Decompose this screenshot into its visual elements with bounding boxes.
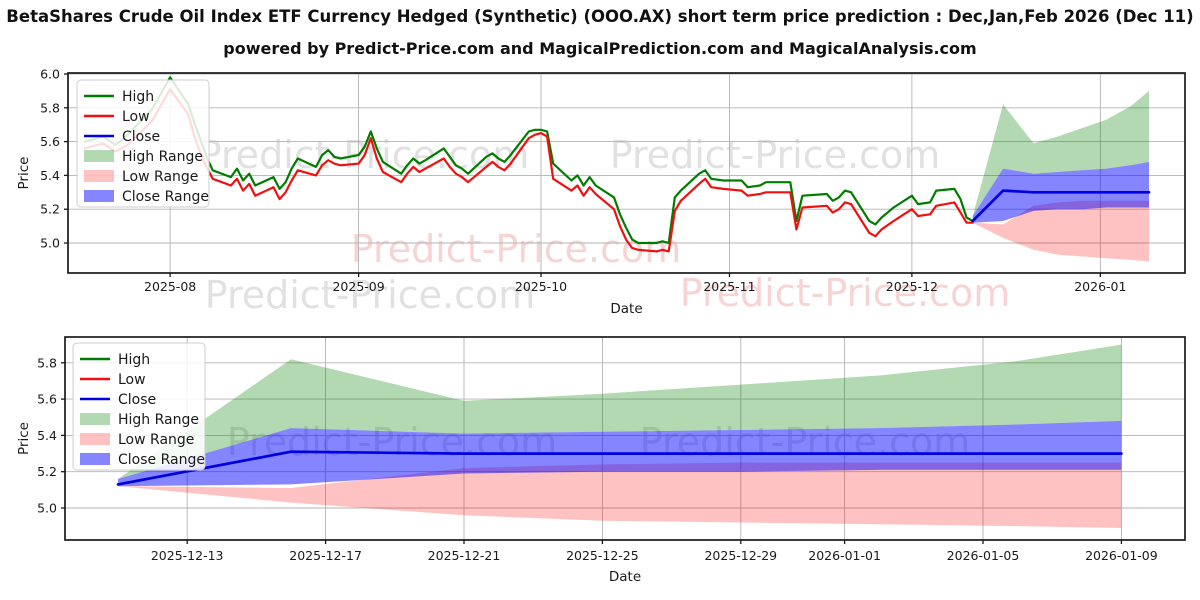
y-tick-label: 5.4 [37,428,57,443]
legend-label: Low [122,109,150,125]
y-tick-label: 5.2 [40,202,60,217]
legend-item: Low [84,109,150,125]
x-tick-label: 2025-12-21 [428,548,501,563]
low-range-area [972,200,1149,262]
legend-item: High [84,89,154,105]
legend-item: High Range [80,412,199,428]
legend-label: Close [122,129,160,145]
watermark-text: Predict-Price.com [680,271,1011,315]
y-tick-label: 6.0 [40,67,60,82]
y-tick-label: 5.6 [37,392,57,407]
watermark-text: Predict-Price.com [610,133,941,177]
plot-border [64,336,1186,541]
legend-patch-sample [84,170,114,182]
high-range-area [972,90,1149,216]
watermark-text: Predict-Price.com [640,420,971,464]
y-axis-label: Price [16,422,32,455]
legend-label: Low Range [122,169,198,185]
x-tick-label: 2025-11 [703,279,755,294]
x-axis-label: Date [609,569,641,585]
x-tick-label: 2025-12-25 [566,548,639,563]
x-tick-label: 2025-12-29 [704,548,777,563]
watermark-text: Predict-Price.com [205,273,536,317]
high-range-area [118,344,1122,479]
price-history-chart: Predict-Price.com Predict-Price.comPredic… [16,67,1186,317]
page-title: BetaShares Crude Oil Index ETF Currency … [6,7,1194,26]
legend-item: Low Range [80,432,194,448]
legend-label: High Range [122,149,203,165]
watermark-text: Predict-Price.com [351,227,682,271]
x-tick-label: 2026-01-09 [1085,548,1158,563]
legend-label: Close Range [118,452,205,468]
legend-item: High [80,352,150,368]
x-tick-label: 2025-08 [144,279,196,294]
legend-patch-sample [84,150,114,162]
x-tick-label: 2026-01-05 [947,548,1020,563]
legend-box [76,79,210,208]
plot-border [67,72,1186,274]
legend-label: Close [118,392,156,408]
legend-label: Close Range [122,189,209,205]
legend-item: Close [80,392,156,408]
legend-label: High Range [118,412,199,428]
x-tick-label: 2025-09 [332,279,384,294]
legend-patch-sample [80,433,110,445]
low-range-area [118,462,1122,528]
y-tick-label: 5.0 [40,236,60,251]
page-subtitle: powered by Predict-Price.com and Magical… [223,39,977,58]
y-tick-label: 5.8 [37,355,57,370]
legend-patch-sample [80,413,110,425]
close-line [971,189,1151,223]
legend-patch-sample [84,190,114,202]
y-tick-label: 5.2 [37,464,57,479]
x-tick-label: 2026-01 [1074,279,1126,294]
legend-box [72,342,206,471]
legend-label: High [122,89,154,105]
legend-label: Low Range [118,432,194,448]
y-tick-label: 5.8 [40,100,60,115]
y-tick-label: 5.4 [40,168,60,183]
prediction-detail-chart: Predict-Price.com Predict-Price.com 2025-1… [16,336,1186,585]
legend-item: Low [80,372,146,388]
legend-label: High [118,352,150,368]
y-axis-label: Price [16,157,32,190]
legend-item: Close [84,129,160,145]
legend: High Low Close High Range Low Range Close Ran… [76,79,210,208]
legend-item: Low Range [84,169,198,185]
grid [65,337,1185,540]
y-tick-label: 5.6 [40,134,60,149]
x-tick-label: 2025-12-13 [151,548,224,563]
legend-label: Low [118,372,146,388]
x-tick-label: 2025-12-17 [289,548,362,563]
x-tick-label: 2025-10 [515,279,567,294]
y-tick-label: 5.0 [37,501,57,516]
low-line [83,88,974,253]
watermark-text: Predict-Price.com [227,420,558,464]
x-tick-label: 2026-01-01 [808,548,881,563]
x-axis-label: Date [610,301,642,317]
legend-patch-sample [80,453,110,465]
legend: High Low Close High Range Low Range Close Ran… [72,342,206,471]
x-tick-label: 2025-12 [886,279,938,294]
high-line [83,76,974,245]
legend-item: High Range [84,149,203,165]
legend-item: Close Range [84,189,209,205]
close-line [116,450,1123,486]
legend-item: Close Range [80,452,205,468]
